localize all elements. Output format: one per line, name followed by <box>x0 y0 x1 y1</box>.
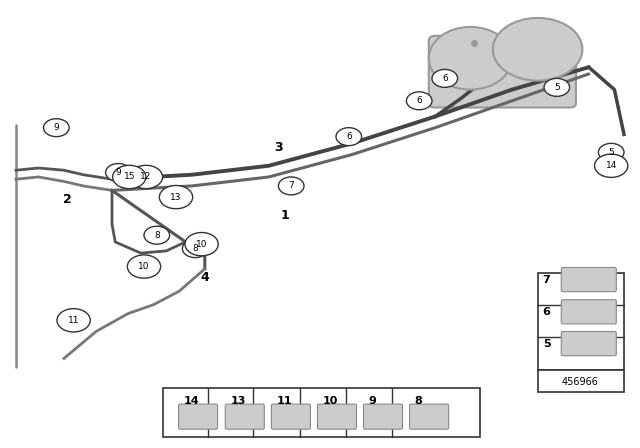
Circle shape <box>106 164 131 181</box>
Text: 6: 6 <box>346 132 351 141</box>
Text: 15: 15 <box>124 172 135 181</box>
Text: 3: 3 <box>274 141 283 155</box>
Text: 13: 13 <box>170 193 182 202</box>
Circle shape <box>144 226 170 244</box>
Text: 8: 8 <box>193 244 198 253</box>
FancyBboxPatch shape <box>364 404 403 429</box>
FancyBboxPatch shape <box>179 404 218 429</box>
Circle shape <box>185 233 218 256</box>
Text: 6: 6 <box>543 307 550 317</box>
Circle shape <box>406 92 432 110</box>
FancyBboxPatch shape <box>538 273 624 370</box>
FancyBboxPatch shape <box>225 404 264 429</box>
Text: 6: 6 <box>442 74 447 83</box>
Text: 5: 5 <box>554 83 559 92</box>
Text: 14: 14 <box>184 396 199 405</box>
FancyBboxPatch shape <box>163 388 480 437</box>
FancyBboxPatch shape <box>561 332 616 356</box>
Text: 8: 8 <box>415 396 422 405</box>
Text: 9: 9 <box>116 168 121 177</box>
Text: 5: 5 <box>609 148 614 157</box>
Text: 8: 8 <box>154 231 159 240</box>
FancyBboxPatch shape <box>271 404 310 429</box>
Text: 9: 9 <box>369 396 376 405</box>
Text: 10: 10 <box>196 240 207 249</box>
FancyBboxPatch shape <box>317 404 356 429</box>
Text: 5: 5 <box>543 339 550 349</box>
Text: 2: 2 <box>63 193 72 206</box>
Text: 1: 1 <box>280 208 289 222</box>
Text: 12: 12 <box>140 172 152 181</box>
Text: 11: 11 <box>68 316 79 325</box>
Circle shape <box>129 165 163 189</box>
Text: 11: 11 <box>276 396 292 405</box>
FancyBboxPatch shape <box>538 370 624 392</box>
FancyBboxPatch shape <box>561 300 616 324</box>
Circle shape <box>598 143 624 161</box>
Circle shape <box>278 177 304 195</box>
Circle shape <box>127 255 161 278</box>
Text: 14: 14 <box>605 161 617 170</box>
Text: 13: 13 <box>230 396 246 405</box>
Ellipse shape <box>493 18 582 81</box>
Text: 10: 10 <box>138 262 150 271</box>
Circle shape <box>44 119 69 137</box>
Ellipse shape <box>429 27 512 90</box>
FancyBboxPatch shape <box>429 36 576 108</box>
Text: 7: 7 <box>543 275 550 285</box>
Circle shape <box>336 128 362 146</box>
Text: 9: 9 <box>54 123 59 132</box>
Circle shape <box>595 154 628 177</box>
Text: 10: 10 <box>323 396 338 405</box>
Text: 456966: 456966 <box>562 377 599 387</box>
Circle shape <box>57 309 90 332</box>
Circle shape <box>159 185 193 209</box>
Circle shape <box>182 240 208 258</box>
FancyBboxPatch shape <box>410 404 449 429</box>
Circle shape <box>432 69 458 87</box>
Circle shape <box>544 78 570 96</box>
FancyBboxPatch shape <box>561 267 616 292</box>
Circle shape <box>113 165 146 189</box>
Text: 6: 6 <box>417 96 422 105</box>
Text: 4: 4 <box>200 271 209 284</box>
Text: 7: 7 <box>289 181 294 190</box>
